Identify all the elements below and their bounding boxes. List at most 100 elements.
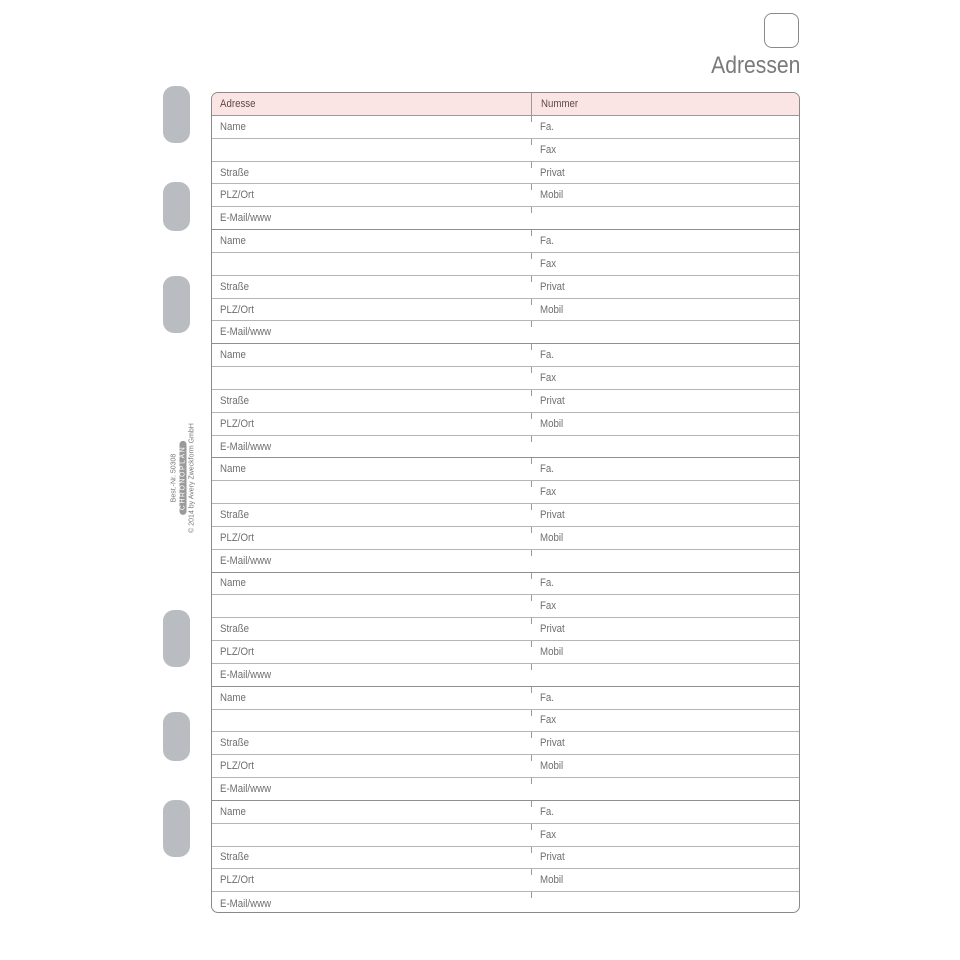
address-field[interactable] bbox=[212, 481, 531, 503]
address-field[interactable]: Name bbox=[220, 120, 246, 133]
table-row[interactable]: Name Fa. bbox=[212, 686, 799, 710]
table-row[interactable]: E-Mail/www bbox=[212, 207, 799, 231]
table-row[interactable]: Name Fa. bbox=[212, 230, 799, 253]
address-field[interactable]: Straße bbox=[220, 623, 250, 636]
number-field[interactable] bbox=[531, 663, 799, 686]
table-row[interactable]: Fax bbox=[212, 481, 799, 505]
address-field[interactable]: Straße bbox=[220, 280, 250, 293]
address-field[interactable]: Straße bbox=[220, 737, 250, 750]
table-row[interactable]: Name Fa. bbox=[212, 458, 799, 482]
number-field[interactable] bbox=[531, 321, 799, 343]
table-row[interactable]: Fax bbox=[212, 367, 799, 390]
number-field[interactable]: Fax bbox=[531, 138, 799, 161]
address-field[interactable]: PLZ/Ort bbox=[220, 760, 254, 773]
number-field[interactable]: Mobil bbox=[531, 184, 799, 206]
address-field[interactable]: E-Mail/www bbox=[220, 440, 272, 453]
table-row[interactable]: PLZ/Ort Mobil bbox=[212, 412, 799, 436]
number-field[interactable]: Fax bbox=[531, 367, 799, 389]
table-row[interactable]: Fax bbox=[212, 709, 799, 733]
address-field[interactable]: PLZ/Ort bbox=[220, 303, 254, 316]
table-row[interactable]: E-Mail/www bbox=[212, 778, 799, 801]
number-field[interactable] bbox=[531, 207, 799, 229]
number-field[interactable]: Privat bbox=[531, 504, 799, 526]
address-field[interactable] bbox=[212, 595, 531, 617]
table-row[interactable]: PLZ/Ort Mobil bbox=[212, 298, 799, 322]
number-field[interactable]: Fax bbox=[531, 823, 799, 846]
number-field[interactable]: Fax bbox=[531, 252, 799, 275]
number-field[interactable]: Fa. bbox=[531, 572, 799, 595]
number-field[interactable]: Mobil bbox=[531, 641, 799, 663]
table-row[interactable]: PLZ/Ort Mobil bbox=[212, 869, 799, 893]
number-field[interactable]: Fax bbox=[531, 595, 799, 617]
number-field[interactable]: Fa. bbox=[531, 458, 799, 480]
table-row[interactable]: Straße Privat bbox=[212, 161, 799, 185]
address-field[interactable]: Name bbox=[220, 463, 246, 476]
number-field[interactable]: Fa. bbox=[531, 344, 799, 366]
address-field[interactable]: Straße bbox=[220, 394, 250, 407]
table-row[interactable]: Fax bbox=[212, 823, 799, 847]
table-row[interactable]: Name Fa. bbox=[212, 800, 799, 824]
number-field[interactable]: Fax bbox=[531, 709, 799, 732]
number-field[interactable]: Privat bbox=[531, 161, 799, 184]
number-field[interactable]: Mobil bbox=[531, 412, 799, 435]
number-field[interactable] bbox=[531, 892, 799, 912]
table-row[interactable]: E-Mail/www bbox=[212, 663, 799, 687]
table-row[interactable]: E-Mail/www bbox=[212, 321, 799, 345]
table-row[interactable]: Name Fa. bbox=[212, 344, 799, 368]
table-row[interactable]: PLZ/Ort Mobil bbox=[212, 755, 799, 779]
address-field[interactable]: E-Mail/www bbox=[220, 897, 272, 910]
address-field[interactable]: E-Mail/www bbox=[220, 554, 272, 567]
table-row[interactable]: Straße Privat bbox=[212, 275, 799, 299]
table-row[interactable]: E-Mail/www bbox=[212, 549, 799, 573]
address-field[interactable]: E-Mail/www bbox=[220, 668, 272, 681]
table-row[interactable]: Fax bbox=[212, 252, 799, 276]
number-field[interactable]: Mobil bbox=[531, 526, 799, 549]
table-row[interactable]: PLZ/Ort Mobil bbox=[212, 641, 799, 664]
table-row[interactable]: PLZ/Ort Mobil bbox=[212, 184, 799, 208]
address-field[interactable]: Name bbox=[220, 349, 246, 362]
table-row[interactable]: Name Fa. bbox=[212, 572, 799, 596]
address-field[interactable]: Straße bbox=[220, 851, 250, 864]
address-field[interactable] bbox=[212, 710, 531, 732]
number-field[interactable]: Privat bbox=[531, 275, 799, 298]
address-field[interactable] bbox=[212, 253, 531, 275]
address-field[interactable]: E-Mail/www bbox=[220, 326, 272, 339]
number-field[interactable]: Mobil bbox=[531, 298, 799, 321]
number-field[interactable]: Mobil bbox=[531, 755, 799, 777]
table-row[interactable]: Straße Privat bbox=[212, 504, 799, 527]
address-field[interactable] bbox=[212, 367, 531, 389]
number-field[interactable]: Privat bbox=[531, 389, 799, 412]
number-field[interactable] bbox=[531, 778, 799, 800]
table-row[interactable]: E-Mail/www bbox=[212, 435, 799, 459]
number-field[interactable]: Privat bbox=[531, 618, 799, 640]
table-row[interactable]: Straße Privat bbox=[212, 732, 799, 756]
number-field[interactable]: Fax bbox=[531, 481, 799, 503]
address-field[interactable]: E-Mail/www bbox=[220, 782, 272, 795]
checkbox[interactable] bbox=[764, 13, 799, 48]
address-field[interactable]: E-Mail/www bbox=[220, 212, 272, 225]
number-field[interactable]: Fa. bbox=[531, 116, 799, 138]
table-row[interactable]: Straße Privat bbox=[212, 389, 799, 413]
address-field[interactable]: PLZ/Ort bbox=[220, 874, 254, 887]
table-row[interactable]: Fax bbox=[212, 138, 799, 162]
address-field[interactable]: Name bbox=[220, 691, 246, 704]
number-field[interactable] bbox=[531, 549, 799, 572]
address-field[interactable]: Straße bbox=[220, 166, 250, 179]
address-field[interactable]: PLZ/Ort bbox=[220, 531, 254, 544]
address-field[interactable]: Straße bbox=[220, 508, 250, 521]
number-field[interactable] bbox=[531, 435, 799, 458]
address-field[interactable] bbox=[212, 139, 531, 161]
number-field[interactable]: Privat bbox=[531, 846, 799, 869]
address-field[interactable]: PLZ/Ort bbox=[220, 645, 254, 658]
address-field[interactable]: Name bbox=[220, 577, 246, 590]
number-field[interactable]: Privat bbox=[531, 732, 799, 754]
table-row[interactable]: Straße Privat bbox=[212, 618, 799, 642]
number-field[interactable]: Fa. bbox=[531, 800, 799, 823]
table-row[interactable]: Fax bbox=[212, 595, 799, 619]
address-field[interactable]: Name bbox=[220, 235, 246, 248]
address-field[interactable]: PLZ/Ort bbox=[220, 189, 254, 202]
address-field[interactable]: PLZ/Ort bbox=[220, 417, 254, 430]
number-field[interactable]: Fa. bbox=[531, 686, 799, 709]
table-row[interactable]: E-Mail/www bbox=[212, 892, 799, 912]
table-row[interactable]: Name Fa. bbox=[212, 116, 799, 139]
